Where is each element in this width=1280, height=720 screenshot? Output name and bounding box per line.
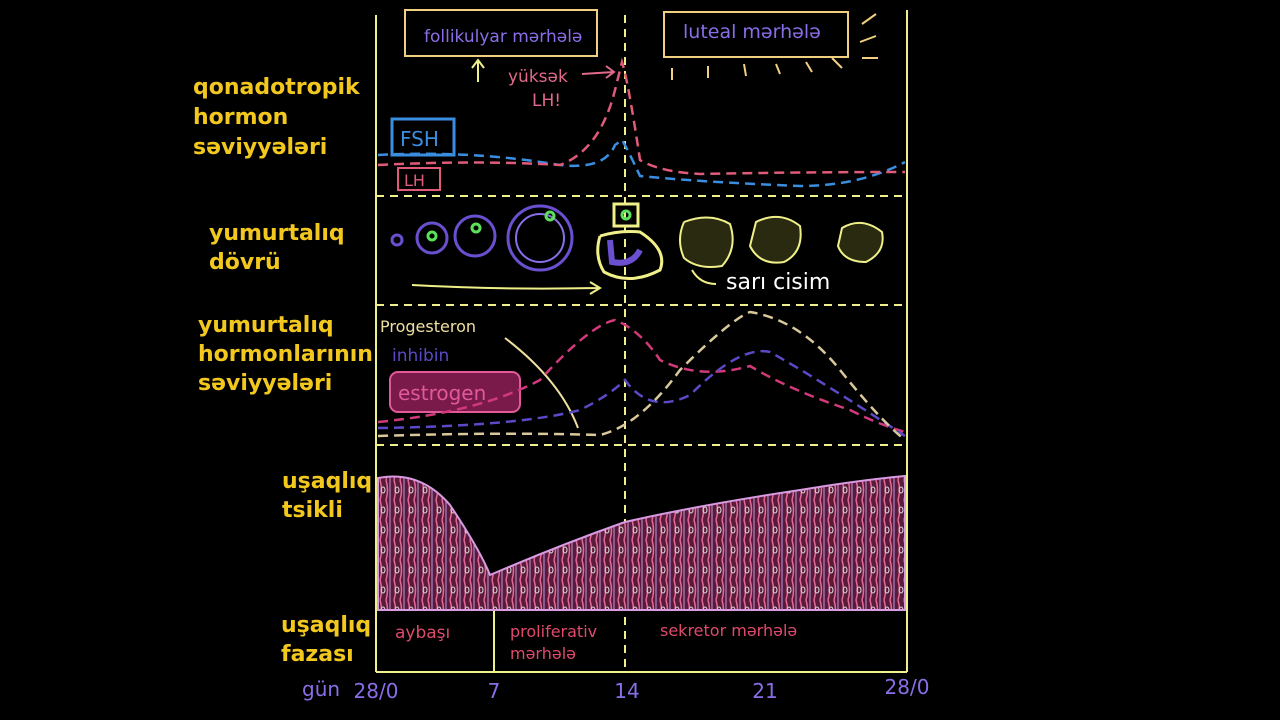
phase-title: follikulyar mərhələ bbox=[424, 27, 582, 47]
row-label: dövrü bbox=[209, 250, 281, 275]
arrow bbox=[471, 58, 485, 82]
phase-title: luteal mərhələ bbox=[683, 21, 821, 43]
annotation: LH! bbox=[532, 91, 561, 111]
day-tick: 7 bbox=[488, 679, 501, 703]
row-label: hormon bbox=[193, 105, 288, 130]
arrow bbox=[504, 337, 579, 429]
phase-label: sekretor mərhələ bbox=[660, 621, 797, 640]
legend-box bbox=[390, 117, 456, 157]
day-ticks: 28/0 7 14 21 28/0 bbox=[354, 675, 930, 703]
progesterone-curve bbox=[377, 310, 906, 441]
phase-label: mərhələ bbox=[510, 644, 576, 663]
legend-box bbox=[389, 371, 521, 413]
row-labels: qonadotropik hormon səviyyələri yumurtal… bbox=[193, 75, 373, 667]
arrow bbox=[691, 269, 717, 285]
legend-label: inhibin bbox=[392, 346, 449, 366]
arrow bbox=[411, 281, 602, 295]
annotation: sarı cisim bbox=[726, 270, 830, 295]
day-label: gün bbox=[302, 677, 340, 701]
row-label: uşaqlıq bbox=[282, 469, 372, 494]
legend-label: LH bbox=[404, 171, 425, 190]
follicles bbox=[390, 202, 664, 280]
sun-rays bbox=[671, 13, 878, 80]
row-label: qonadotropik bbox=[193, 75, 361, 100]
phase-box bbox=[404, 9, 598, 57]
row-label: hormonlarının bbox=[198, 342, 373, 367]
legend-label: Progesteron bbox=[380, 317, 476, 336]
estrogen-curve bbox=[377, 318, 906, 434]
row-label: yumurtalıq bbox=[198, 313, 334, 338]
legend-label: FSH bbox=[400, 127, 439, 151]
day-tick: 28/0 bbox=[885, 675, 930, 699]
row-label: tsikli bbox=[282, 498, 343, 523]
row-label: yumurtalıq bbox=[209, 221, 345, 246]
row-label: fazası bbox=[281, 642, 354, 667]
day-tick: 28/0 bbox=[354, 679, 399, 703]
lh-curve bbox=[377, 57, 906, 176]
inhibin-curve bbox=[377, 349, 906, 438]
fsh-curve bbox=[377, 138, 906, 188]
legend-label: estrogen bbox=[398, 381, 486, 405]
day-tick: 21 bbox=[752, 679, 777, 703]
row-label: səviyyələri bbox=[193, 135, 327, 160]
day-tick: 14 bbox=[614, 679, 639, 703]
annotation: yüksək bbox=[508, 67, 568, 87]
corpus-luteum bbox=[679, 215, 884, 268]
phase-box bbox=[663, 11, 849, 58]
arrow bbox=[581, 65, 616, 79]
row-label: səviyyələri bbox=[198, 371, 332, 396]
legend-box bbox=[397, 167, 441, 191]
row-label: uşaqlıq bbox=[281, 613, 371, 638]
phase-label: proliferativ bbox=[510, 622, 597, 641]
endometrium bbox=[377, 474, 906, 611]
phase-label: aybaşı bbox=[395, 623, 450, 643]
